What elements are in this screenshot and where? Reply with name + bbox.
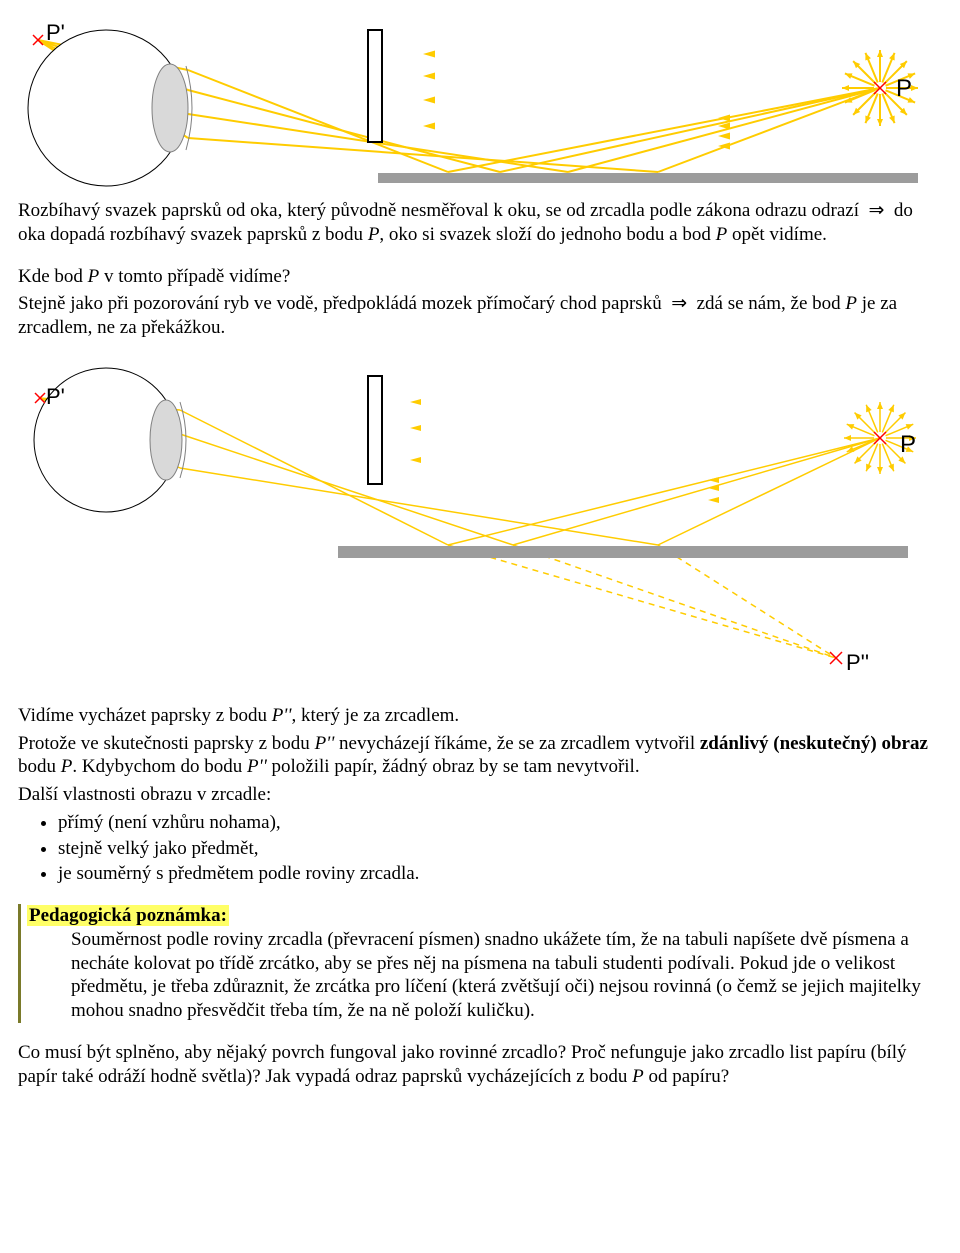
- list-item: stejně velký jako předmět,: [58, 837, 942, 861]
- var-P: P: [61, 756, 73, 777]
- var-P: P: [632, 1066, 644, 1087]
- text: Další vlastnosti obrazu v zrcadle:: [18, 783, 942, 807]
- paragraph-3: Vidíme vycházet paprsky z bodu P'', kter…: [18, 704, 942, 886]
- list-item: přímý (není vzhůru nohama),: [58, 811, 942, 835]
- text: opět vidíme.: [727, 224, 827, 245]
- svg-text:P: P: [896, 75, 912, 102]
- text: Co musí být splněno, aby nějaký povrch f…: [18, 1042, 907, 1087]
- diagram-reflection-2: P' P P'': [18, 358, 942, 698]
- text: , který je za zrcadlem.: [291, 705, 459, 726]
- paragraph-4: Co musí být splněno, aby nějaký povrch f…: [18, 1041, 942, 1089]
- text: nevycházejí říkáme, že se za zrcadlem vy…: [334, 733, 700, 754]
- text: Stejně jako při pozorování ryb ve vodě, …: [18, 293, 845, 314]
- var-Pdprime: P'': [247, 756, 267, 777]
- svg-text:P': P': [46, 384, 65, 409]
- text: , oko si svazek složí do jednoho bodu a …: [379, 224, 715, 245]
- text: Vidíme vycházet paprsky z bodu: [18, 705, 272, 726]
- var-Pdprime: P'': [315, 733, 335, 754]
- text: v tomto případě vidíme?: [99, 266, 290, 287]
- paragraph-2: Kde bod P v tomto případě vidíme? Stejně…: [18, 265, 942, 340]
- note-title: Pedagogická poznámka:: [27, 905, 229, 926]
- svg-text:P'': P'': [846, 650, 869, 675]
- bullet-list: přímý (není vzhůru nohama), stejně velký…: [58, 811, 942, 886]
- diagram-reflection-1: P' P: [18, 18, 942, 193]
- text: od papíru?: [644, 1066, 729, 1087]
- var-P: P: [368, 224, 380, 245]
- var-P: P: [88, 266, 100, 287]
- text: položili papír, žádný obraz by se tam ne…: [267, 756, 640, 777]
- svg-text:P: P: [900, 431, 916, 458]
- text: Protože ve skutečnosti paprsky z bodu: [18, 733, 315, 754]
- note-body: Souměrnost podle roviny zrcadla (převrac…: [71, 929, 921, 1021]
- text: . Kdybychom do bodu: [72, 756, 247, 777]
- text: bodu: [18, 756, 61, 777]
- bold-text: zdánlivý (neskutečný) obraz: [700, 733, 928, 754]
- text: Kde bod: [18, 266, 88, 287]
- var-P: P: [716, 224, 728, 245]
- pedagogical-note: Pedagogická poznámka: Souměrnost podle r…: [18, 904, 942, 1023]
- var-P: P: [845, 293, 857, 314]
- paragraph-1: Rozbíhavý svazek paprsků od oka, který p…: [18, 199, 942, 247]
- var-Pdprime: P'': [272, 705, 292, 726]
- list-item: je souměrný s předmětem podle roviny zrc…: [58, 862, 942, 886]
- svg-text:P': P': [46, 20, 65, 45]
